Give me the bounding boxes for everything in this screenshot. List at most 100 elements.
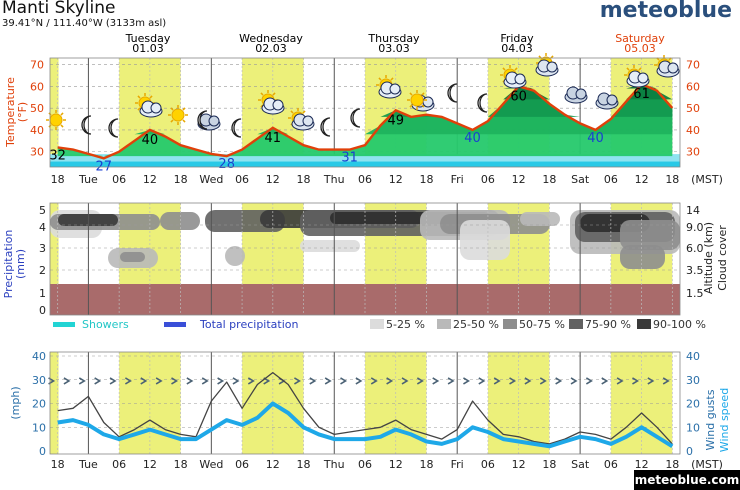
wind-direction-icon <box>432 377 440 385</box>
cloud-blob-20 <box>620 220 680 250</box>
time-axis-bottom: 18 Tue 06 12 18 Wed 06 12 18 Thu 06 12 18 Fri 06 12 18 Sa… <box>51 458 723 471</box>
time-tick-15: 12 <box>512 173 526 186</box>
time-tick-1: Tue <box>78 173 98 186</box>
wind-direction-icon <box>355 377 363 385</box>
daylight-band-start <box>50 203 59 315</box>
moon-icon <box>231 118 242 138</box>
wind-direction-icon <box>509 377 517 385</box>
time-tick-0: 18 <box>51 458 65 471</box>
temperature-axis-label: Temperature <box>4 77 17 148</box>
wind-ytick-left-0: 0 <box>39 445 46 458</box>
temp-ytick-left-2: 50 <box>30 102 44 115</box>
precip-ytick-4: 4 <box>39 221 46 234</box>
day-date-0: 01.03 <box>132 42 164 55</box>
precip-ytick-3: 3 <box>39 242 46 255</box>
cloud-blob-3 <box>160 212 200 230</box>
location-title: Manti Skyline <box>2 0 116 18</box>
cloud-legend-swatch-3 <box>503 319 517 329</box>
wind-direction-icon <box>324 377 332 385</box>
day-date-3: 04.03 <box>501 42 533 55</box>
altitude-ytick-2: 6.0 <box>686 242 704 255</box>
temp-ytick-right-2: 50 <box>686 102 700 115</box>
cloud-icon <box>139 100 163 118</box>
time-tick-9: Thu <box>323 173 345 186</box>
altitude-ytick-3: 9.0 <box>686 221 704 234</box>
moon-icon <box>350 108 361 128</box>
time-tick-6: 06 <box>235 458 249 471</box>
temperature-annotation-5: 31 <box>341 151 358 166</box>
wind-gusts-line <box>57 371 673 445</box>
time-tick-13: Fri <box>451 458 464 471</box>
time-tick-2: 06 <box>112 458 126 471</box>
day-date-1: 02.03 <box>255 42 287 55</box>
time-tick-3: 12 <box>143 458 157 471</box>
wind-direction-icon <box>340 377 348 385</box>
day-name-1: Wednesday <box>239 32 303 45</box>
cloud-icon <box>535 59 559 77</box>
time-tick-3: 12 <box>143 173 157 186</box>
wind-ytick-left-1: 10 <box>32 421 46 434</box>
time-tick-20: 18 <box>665 458 679 471</box>
time-tick-12: 18 <box>419 173 433 186</box>
wind-direction-icon <box>601 377 609 385</box>
daylight-band-3 <box>487 352 550 454</box>
wind-direction-icon <box>463 377 470 385</box>
precip-ytick-2: 2 <box>39 264 46 277</box>
cloud-legend-swatch-4 <box>569 319 583 329</box>
time-tick-16: 18 <box>542 458 556 471</box>
cold-base-strip-2 <box>50 161 680 167</box>
wind-direction-icon <box>386 377 394 385</box>
moon-icon <box>108 118 119 138</box>
time-unit: (MST) <box>691 173 723 186</box>
temperature-annotation-2: 40 <box>142 133 159 148</box>
time-tick-5: Wed <box>199 458 223 471</box>
wind-speed-line <box>57 401 674 449</box>
altitude-axis-label: Altitude (km) <box>702 222 715 294</box>
time-axis-top: 18 Tue 06 12 18 Wed 06 12 18 Thu 06 12 18 Fri 06 12 18 Sa… <box>51 173 723 186</box>
precip-ytick-1: 1 <box>39 287 46 300</box>
altitude-ytick-4: 14 <box>686 204 700 217</box>
day-name-3: Friday <box>500 32 534 45</box>
time-tick-16: 18 <box>542 173 556 186</box>
wind-direction-icon <box>585 377 593 385</box>
time-unit: (MST) <box>691 458 723 471</box>
temperature-annotation-4: 41 <box>265 131 282 146</box>
time-tick-14: 06 <box>481 458 495 471</box>
time-tick-0: 18 <box>51 173 65 186</box>
time-tick-7: 12 <box>266 173 280 186</box>
wind-ytick-right-3: 30 <box>686 374 700 387</box>
cloud-legend-label-2: 25-50 % <box>453 318 499 331</box>
footer-brand[interactable]: meteoblue.com <box>634 470 740 490</box>
showers-legend-label: Showers <box>82 318 129 331</box>
time-tick-7: 12 <box>266 458 280 471</box>
cloud-icon <box>595 92 619 110</box>
precip-ytick-0: 0 <box>39 304 46 317</box>
cloud-icon <box>291 113 315 131</box>
day-name-4: Saturday <box>615 32 665 45</box>
wind-ytick-left-4: 40 <box>32 350 46 363</box>
sun-icon <box>46 110 66 130</box>
time-tick-2: 06 <box>112 173 126 186</box>
temperature-annotation-0: 32 <box>49 148 66 163</box>
wind-direction-icon <box>94 377 102 385</box>
wind-direction-icon <box>186 377 194 385</box>
time-tick-19: 12 <box>635 173 649 186</box>
temperature-annotation-3: 28 <box>218 157 235 172</box>
time-tick-6: 06 <box>235 173 249 186</box>
brand-logo[interactable]: meteoblue <box>599 0 732 23</box>
sun-icon <box>168 105 188 125</box>
wind-direction-icon <box>570 377 578 385</box>
time-tick-20: 18 <box>665 173 679 186</box>
wind-direction-icon <box>524 377 532 385</box>
temp-ytick-left-1: 40 <box>30 124 44 137</box>
moon-icon <box>197 110 208 130</box>
wind-ytick-right-0: 0 <box>686 445 693 458</box>
time-tick-19: 12 <box>635 458 649 471</box>
time-tick-10: 06 <box>358 173 372 186</box>
temp-ytick-right-3: 60 <box>686 80 700 93</box>
wind-direction-icon <box>109 377 117 385</box>
temp-ytick-right-1: 40 <box>686 124 700 137</box>
